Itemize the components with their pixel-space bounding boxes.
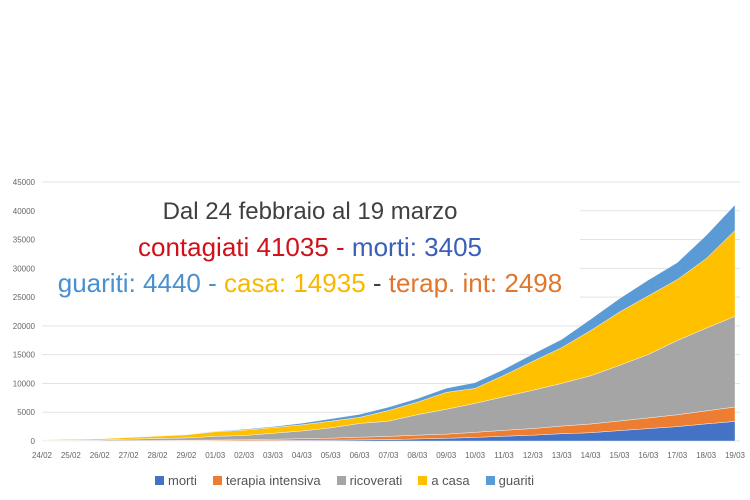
y-tick-label: 35000 <box>13 236 36 245</box>
legend-swatch <box>418 476 428 485</box>
legend-swatch <box>155 476 164 485</box>
x-tick-label: 18/03 <box>696 451 717 460</box>
legend-label: terapia intensiva <box>225 473 321 488</box>
legend-item: a casa <box>418 473 470 488</box>
x-tick-label: 01/03 <box>205 451 226 460</box>
contagiati-text: contagiati 41035 <box>137 232 329 262</box>
x-tick-label: 04/03 <box>292 451 313 460</box>
legend-label: a casa <box>431 473 470 488</box>
summary-line-2: guariti: 4440 - casa: 14935 - terap. int… <box>40 265 580 301</box>
x-tick-label: 10/03 <box>465 451 486 460</box>
legend-swatch <box>212 476 222 485</box>
y-tick-label: 0 <box>31 437 36 446</box>
legend-swatch <box>485 476 495 485</box>
x-tick-label: 02/03 <box>234 451 255 460</box>
x-tick-label: 24/02 <box>32 451 53 460</box>
x-tick-label: 08/03 <box>407 451 428 460</box>
y-tick-label: 40000 <box>13 207 36 216</box>
x-tick-label: 12/03 <box>523 451 544 460</box>
x-tick-label: 17/03 <box>667 451 688 460</box>
separator: - <box>328 232 352 262</box>
x-tick-label: 13/03 <box>552 451 573 460</box>
x-tick-label: 06/03 <box>350 451 371 460</box>
y-tick-label: 10000 <box>13 379 36 388</box>
x-tick-label: 16/03 <box>638 451 659 460</box>
legend-swatch <box>336 476 346 485</box>
y-tick-label: 30000 <box>13 264 36 273</box>
morti-text: morti: 3405 <box>351 232 482 262</box>
y-tick-label: 45000 <box>13 178 36 187</box>
x-tick-label: 05/03 <box>321 451 342 460</box>
x-tick-label: 29/02 <box>176 451 197 460</box>
area-guariti <box>41 204 736 440</box>
legend-item: ricoverati <box>336 473 403 488</box>
x-tick-label: 03/03 <box>263 451 284 460</box>
casa-text: casa: 14935 <box>223 268 366 298</box>
x-tick-label: 07/03 <box>378 451 399 460</box>
legend-label: morti <box>168 473 197 488</box>
chart-legend: morti terapia intensiva ricoverati a cas… <box>155 473 534 488</box>
x-tick-label: 09/03 <box>436 451 457 460</box>
y-tick-label: 15000 <box>13 351 36 360</box>
x-tick-label: 25/02 <box>61 451 82 460</box>
x-tick-label: 11/03 <box>494 451 514 460</box>
legend-item: terapia intensiva <box>212 473 321 488</box>
separator: - <box>365 268 389 298</box>
chart-annotation: Dal 24 febbraio al 19 marzo contagiati 4… <box>40 195 580 301</box>
separator: - <box>200 268 224 298</box>
guariti-text: guariti: 4440 <box>57 268 201 298</box>
x-tick-label: 26/02 <box>90 451 111 460</box>
terapia-text: terap. int: 2498 <box>388 268 563 298</box>
y-tick-label: 25000 <box>13 293 36 302</box>
legend-label: guariti <box>498 473 535 488</box>
chart-title: Dal 24 febbraio al 19 marzo <box>162 198 458 225</box>
x-tick-label: 19/03 <box>725 451 746 460</box>
legend-item: morti <box>155 473 197 488</box>
y-tick-label: 20000 <box>13 322 36 331</box>
summary-line-1: contagiati 41035 - morti: 3405 <box>40 229 580 265</box>
x-tick-label: 14/03 <box>581 451 602 460</box>
y-tick-label: 5000 <box>17 408 35 417</box>
legend-label: ricoverati <box>349 473 403 488</box>
x-tick-label: 27/02 <box>119 451 140 460</box>
legend-item: guariti <box>485 473 535 488</box>
x-tick-label: 15/03 <box>609 451 630 460</box>
x-tick-label: 28/02 <box>147 451 168 460</box>
